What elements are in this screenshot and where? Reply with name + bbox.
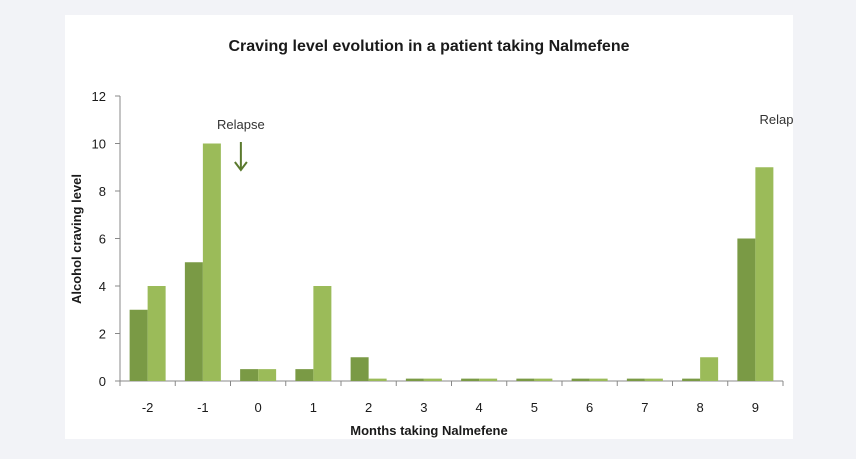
chart-panel: Craving level evolution in a patient tak… [65, 15, 793, 439]
y-tick-label: 10 [92, 137, 106, 152]
x-tick-label: 3 [420, 400, 427, 415]
y-tick-label: 12 [92, 89, 106, 104]
y-tick-label: 6 [99, 232, 106, 247]
y-tick-label: 8 [99, 184, 106, 199]
bar-series-2 [589, 378, 608, 381]
bar-series-2 [534, 378, 553, 381]
bar-series-1 [737, 238, 756, 381]
bar-series-2 [423, 378, 442, 381]
bar-series-2 [147, 286, 166, 381]
relapse-annotation-label: Relapse [217, 117, 265, 132]
bar-series-2 [479, 378, 498, 381]
x-tick-label: 7 [641, 400, 648, 415]
bar-series-1 [626, 378, 645, 381]
x-tick-label: 9 [752, 400, 759, 415]
bar-series-1 [461, 378, 480, 381]
bar-series-2 [368, 378, 387, 381]
bar-series-1 [184, 262, 203, 381]
x-tick-label: 4 [476, 400, 483, 415]
x-tick-label: 2 [365, 400, 372, 415]
bar-series-1 [571, 378, 590, 381]
bar-series-1 [350, 357, 369, 381]
bar-series-2 [313, 286, 332, 381]
bar-series-1 [682, 378, 701, 381]
chart-title: Craving level evolution in a patient tak… [229, 38, 630, 55]
x-tick-label: 0 [255, 400, 262, 415]
bar-series-1 [295, 369, 314, 381]
y-axis-title: Alcohol craving level [69, 174, 84, 304]
arrow-down-icon [234, 161, 248, 172]
x-tick-label: 5 [531, 400, 538, 415]
bar-series-2 [644, 378, 663, 381]
x-tick-label: -2 [142, 400, 154, 415]
bar-series-1 [129, 309, 148, 381]
bar-series-1 [405, 378, 424, 381]
bar-series-2 [755, 167, 774, 381]
bar-series-2 [700, 357, 719, 381]
bar-chart: Craving level evolution in a patient tak… [69, 38, 793, 438]
bar-series-1 [240, 369, 259, 381]
x-tick-label: -1 [197, 400, 209, 415]
y-tick-label: 0 [99, 374, 106, 389]
x-tick-label: 6 [586, 400, 593, 415]
x-axis-title: Months taking Nalmefene [350, 423, 507, 438]
x-tick-label: 1 [310, 400, 317, 415]
bar-series-2 [202, 143, 221, 381]
relapse-annotation-label: Relapse [760, 112, 793, 127]
x-tick-label: 8 [697, 400, 704, 415]
y-tick-label: 4 [99, 279, 106, 294]
bar-series-2 [258, 369, 277, 381]
y-tick-label: 2 [99, 327, 106, 342]
bar-series-1 [516, 378, 535, 381]
